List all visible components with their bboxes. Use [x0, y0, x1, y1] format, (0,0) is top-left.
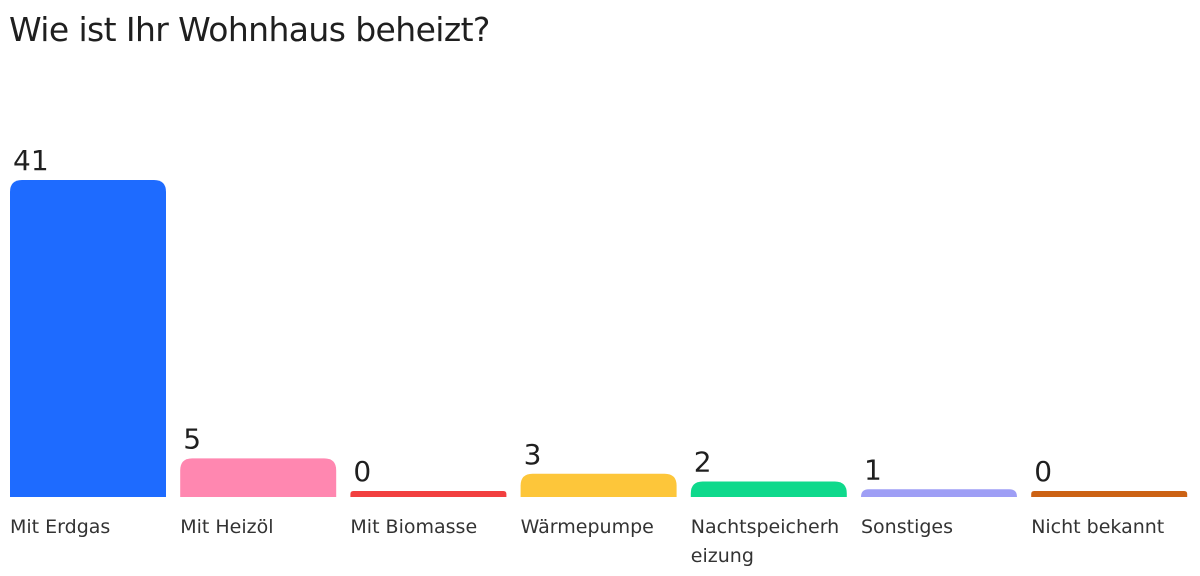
category-label-mit-biomasse: Mit Biomasse: [350, 516, 477, 538]
bar-mit-biomasse: [350, 491, 507, 497]
category-label-nachtspeicherheizung-line-1: Nachtspeicherh: [691, 516, 839, 538]
value-label-mit-erdgas: 41: [13, 144, 49, 177]
bar-nachtspeicherheizung: [690, 481, 847, 497]
bar-nicht-bekannt: [1031, 491, 1188, 497]
bar-mit-erdgas: [10, 180, 166, 497]
chart-title: Wie ist Ihr Wohnhaus beheizt?: [9, 10, 490, 49]
value-label-mit-heizoel: 5: [183, 422, 201, 455]
value-label-nachtspeicherheizung: 2: [694, 446, 712, 479]
category-label-waermepumpe: Wärmepumpe: [521, 516, 654, 538]
bar-waermepumpe: [520, 473, 677, 497]
value-label-nicht-bekannt: 0: [1034, 455, 1052, 488]
value-label-waermepumpe: 3: [524, 438, 542, 471]
category-label-nicht-bekannt: Nicht bekannt: [1031, 516, 1164, 538]
category-label-nachtspeicherheizung-line-2: eizung: [691, 545, 754, 567]
value-label-sonstiges: 1: [864, 453, 882, 486]
bar-sonstiges: [861, 489, 1017, 497]
value-label-mit-biomasse: 0: [353, 455, 371, 488]
category-label-mit-heizoel: Mit Heizöl: [180, 516, 273, 538]
bar-mit-heizoel: [180, 458, 337, 497]
category-label-sonstiges: Sonstiges: [861, 516, 953, 538]
category-label-mit-erdgas: Mit Erdgas: [10, 516, 110, 538]
